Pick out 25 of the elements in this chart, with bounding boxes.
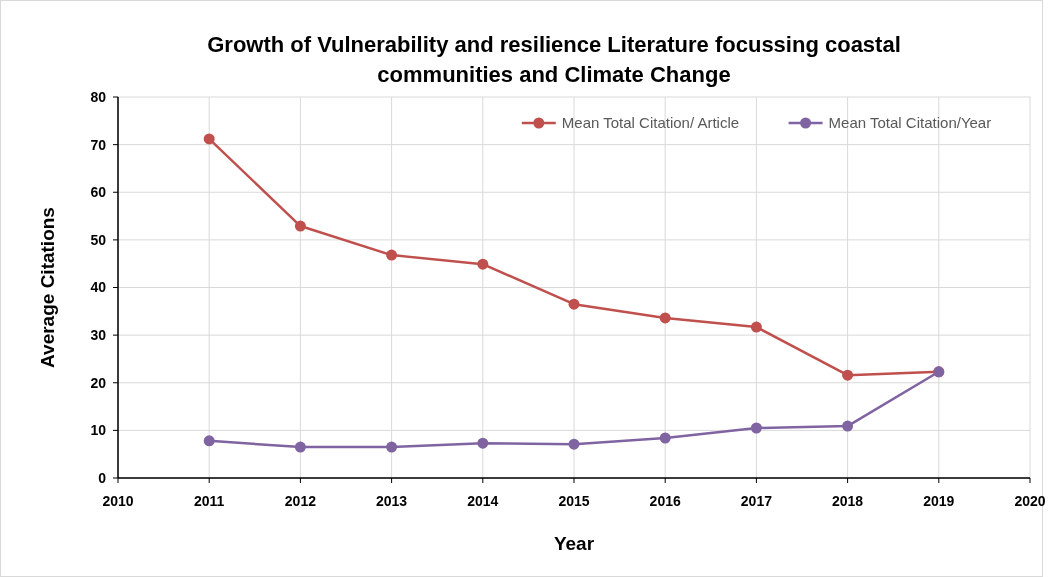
y-tick-label: 80 — [90, 88, 107, 105]
x-tick-label: 2011 — [194, 493, 225, 509]
y-tick-label: 50 — [90, 231, 107, 248]
y-axis-title: Average Citations — [37, 207, 58, 368]
legend-label: Mean Total Citation/Year — [828, 114, 992, 132]
x-tick-label: 2018 — [832, 493, 864, 509]
x-tick-label: 2020 — [1014, 493, 1046, 509]
y-tick-label: 20 — [90, 374, 107, 391]
y-tick-label: 0 — [98, 469, 107, 486]
x-tick-label: 2010 — [102, 493, 134, 509]
x-tick-label: 2019 — [923, 493, 955, 509]
x-tick-label: 2013 — [376, 493, 408, 509]
x-axis-title: Year — [553, 533, 595, 554]
y-tick-label: 70 — [90, 136, 107, 153]
x-tick-label: 2012 — [284, 493, 317, 509]
legend-label: Mean Total Citation/ Article — [561, 114, 740, 132]
y-tick-label: 10 — [90, 422, 107, 439]
y-tick-label: 40 — [90, 279, 107, 296]
x-tick-label: 2016 — [649, 493, 681, 509]
y-tick-label: 30 — [90, 327, 107, 344]
y-tick-label: 60 — [90, 184, 107, 201]
x-tick-label: 2014 — [467, 493, 499, 509]
chart-title: Growth of Vulnerability and resilience Literature focussing coastal communities and Climate Change — [207, 32, 901, 87]
x-tick-label: 2017 — [740, 493, 773, 509]
x-tick-label: 2015 — [558, 493, 590, 509]
